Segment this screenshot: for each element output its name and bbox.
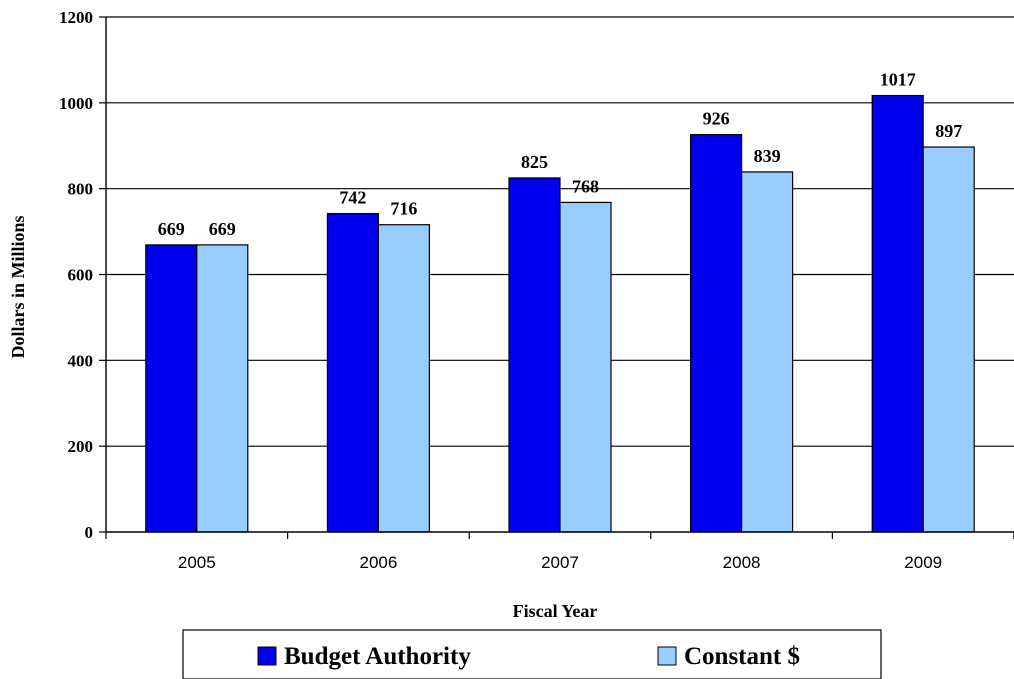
data-label: 839 [754,146,781,166]
data-labels: 669 669 742 716 825 768 926 839 1017 897 [158,70,962,239]
bar-budget-authority-2008 [689,133,743,533]
y-tick-label: 1200 [59,8,93,27]
y-tick-label: 1000 [59,94,93,113]
y-axis-title: Dollars in Millions [8,215,28,358]
bar-constant-2009 [922,146,975,533]
y-tick-label: 800 [68,180,94,199]
data-label: 1017 [880,70,916,90]
legend-swatch-constant [657,646,677,666]
legend-label-budget-authority: Budget Authority [284,643,471,670]
legend-label-constant: Constant $ [684,643,800,670]
data-label: 897 [935,121,962,141]
legend-swatch-budget-authority [257,646,277,666]
x-axis-title: Fiscal Year [513,601,598,621]
legend-box [182,629,882,679]
bars [145,94,975,533]
data-label: 926 [703,109,730,129]
x-tick-label: 2008 [723,553,761,572]
bar-budget-authority-2007 [508,177,561,533]
data-label: 716 [390,199,417,219]
x-tick-label: 2005 [178,553,216,572]
bar-constant-2006 [377,224,430,533]
bar-constant-2008 [740,171,794,533]
y-tick-label: 200 [68,437,94,456]
y-tick-label: 400 [68,351,94,370]
bar-budget-authority-2006 [326,212,379,533]
legend: Budget Authority Constant $ [182,629,882,679]
data-label: 768 [572,176,599,196]
x-tick-label: 2009 [904,553,942,572]
bar-constant-2005 [196,244,249,533]
bar-budget-authority-2009 [871,94,924,533]
tick-labels: 0 200 400 600 800 1000 1200 2005 2006 2007 2008 200… [59,8,942,572]
data-label: 669 [209,219,236,239]
data-label: 825 [521,152,548,172]
y-tick-label: 600 [68,266,94,285]
bar-budget-authority-2005 [145,244,198,533]
y-tick-label: 0 [85,523,94,542]
axes [99,16,1014,539]
data-label: 669 [158,219,185,239]
bar-constant-2007 [559,201,612,533]
x-tick-label: 2007 [541,553,579,572]
data-label: 742 [339,188,366,208]
x-tick-label: 2006 [359,553,397,572]
